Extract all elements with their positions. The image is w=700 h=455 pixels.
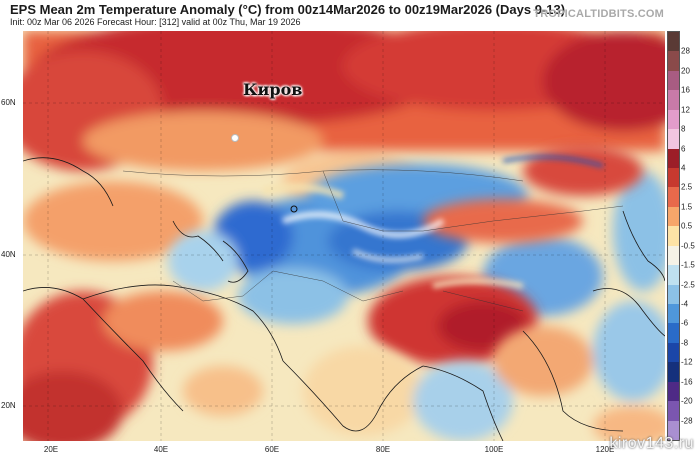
colorbar-swatch (668, 265, 679, 286)
colorbar-label: 2.5 (681, 182, 693, 192)
colorbar-label: 12 (681, 105, 690, 115)
colorbar-swatch (668, 226, 679, 247)
colorbar-swatch (668, 342, 679, 363)
colorbar-swatch (668, 245, 679, 266)
colorbar-label: -1.5 (681, 260, 695, 270)
header: EPS Mean 2m Temperature Anomaly (°C) fro… (0, 0, 700, 30)
lat-label-40n: 40N (1, 250, 16, 259)
colorbar-swatch (668, 168, 679, 188)
warm-anomaly-arabia (23, 291, 263, 441)
colorbar-label: 1.5 (681, 202, 693, 212)
colorbar-swatch (668, 323, 679, 344)
colorbar-swatch (668, 51, 679, 72)
colorbar-label: 6 (681, 144, 686, 154)
lat-label-20n: 20N (1, 401, 16, 410)
lon-label-60e: 60E (264, 445, 280, 454)
colorbar-label: 20 (681, 66, 690, 76)
country-borders (122, 169, 624, 312)
coastlines (23, 157, 665, 441)
cold-anomaly-central-asia (168, 164, 665, 324)
colorbar-label: -4 (681, 299, 689, 309)
colorbar-label: 8 (681, 124, 686, 134)
colorbar-swatch (668, 362, 679, 383)
site-credit: TROPICALTIDBITS.COM (533, 8, 664, 20)
colorbar-label: 0.5 (681, 221, 693, 231)
colorbar-label: -20 (681, 396, 693, 406)
colorbar-label: -28 (681, 416, 693, 426)
colorbar-label: 16 (681, 85, 690, 95)
colorbar-swatch (668, 129, 679, 150)
warm-anomaly-north (23, 31, 665, 261)
lon-label-120e: 120E (595, 445, 615, 454)
colorbar-swatch (668, 284, 679, 305)
lat-label-60n: 60N (1, 98, 16, 107)
reference-marker (290, 205, 298, 213)
colorbar-label: -2.5 (681, 280, 695, 290)
anomaly-detail (262, 155, 604, 289)
colorbar-label: -6 (681, 318, 689, 328)
anomaly-field (23, 31, 665, 441)
colorbar-swatch (668, 420, 679, 441)
colorbar-swatch (668, 304, 679, 324)
city-label: Киров (243, 80, 303, 99)
colorbar-label: -12 (681, 357, 693, 367)
map-subtitle: Init: 00z Mar 06 2026 Forecast Hour: [31… (10, 17, 301, 27)
colorbar-label: 28 (681, 46, 690, 56)
watermark: kirov143.ru (609, 435, 694, 452)
colorbar-swatch (668, 90, 679, 111)
anomaly-map (23, 31, 665, 441)
colorbar-swatch (668, 381, 679, 402)
colorbar-swatch (668, 32, 679, 52)
colorbar-swatch (668, 187, 679, 208)
colorbar-label: -8 (681, 338, 689, 348)
lon-label-80e: 80E (375, 445, 391, 454)
colorbar-swatch (668, 206, 679, 227)
lon-label-20e: 20E (43, 445, 59, 454)
colorbar (667, 31, 680, 441)
lon-label-40e: 40E (153, 445, 169, 454)
city-marker (231, 134, 239, 142)
colorbar-swatch (668, 109, 679, 130)
colorbar-swatch (668, 401, 679, 422)
colorbar-label: 4 (681, 163, 686, 173)
colorbar-swatch (668, 148, 679, 169)
mixed-anomaly-south-asia (303, 301, 665, 441)
map-title: EPS Mean 2m Temperature Anomaly (°C) fro… (10, 2, 566, 17)
lon-label-100e: 100E (484, 445, 504, 454)
graticule (23, 31, 665, 441)
colorbar-swatch (668, 70, 679, 91)
colorbar-label: -0.5 (681, 241, 695, 251)
colorbar-label: -16 (681, 377, 693, 387)
